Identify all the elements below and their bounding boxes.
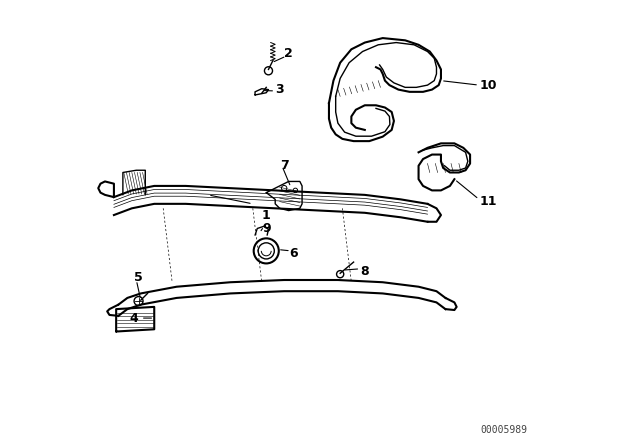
Text: 1: 1 bbox=[262, 208, 271, 222]
Text: 7: 7 bbox=[280, 159, 289, 172]
Text: 5: 5 bbox=[134, 271, 143, 284]
Text: 3: 3 bbox=[275, 83, 284, 96]
Text: 4: 4 bbox=[130, 311, 138, 325]
Text: 00005989: 00005989 bbox=[480, 425, 527, 435]
Text: 6: 6 bbox=[289, 246, 298, 260]
Text: 11: 11 bbox=[479, 195, 497, 208]
Text: 10: 10 bbox=[479, 78, 497, 92]
Text: 9: 9 bbox=[262, 222, 271, 235]
Text: 2: 2 bbox=[284, 47, 293, 60]
Text: 8: 8 bbox=[360, 264, 369, 278]
